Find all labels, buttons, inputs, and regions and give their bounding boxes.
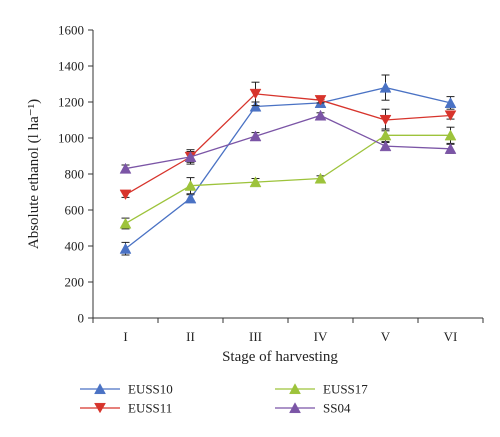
y-tick-label: 1200 xyxy=(58,95,84,110)
series-ss04 xyxy=(119,109,457,174)
legend-marker xyxy=(94,383,106,395)
series-euss17 xyxy=(119,126,457,230)
x-tick-label: III xyxy=(249,329,262,344)
series-euss11 xyxy=(119,81,457,201)
data-point xyxy=(119,217,132,229)
legend-label: EUSS11 xyxy=(128,401,172,416)
data-point xyxy=(249,176,262,188)
x-axis-title: Stage of harvesting xyxy=(222,349,338,365)
data-point xyxy=(444,110,457,121)
legend-label: EUSS17 xyxy=(323,382,368,397)
y-tick-label: 400 xyxy=(65,239,85,254)
y-tick-label: 1000 xyxy=(58,131,84,146)
y-axis-title: Absolute ethanol (l ha⁻¹) xyxy=(26,99,42,249)
data-point xyxy=(314,95,327,106)
data-point xyxy=(379,129,392,141)
legend-item: SS04 xyxy=(275,401,351,416)
legend: EUSS10 EUSS11 EUSS17 SS04 xyxy=(80,382,368,416)
y-tick-label: 200 xyxy=(65,275,85,290)
legend-marker xyxy=(289,402,301,414)
series-euss10 xyxy=(119,74,457,256)
series-line xyxy=(125,86,451,250)
legend-marker xyxy=(94,402,106,414)
y-axis-ticks: 0 200 400 600 800 1000 1200 1400 1600 xyxy=(58,23,93,326)
series-layer xyxy=(119,74,457,256)
data-point xyxy=(379,114,392,126)
y-tick-label: 600 xyxy=(65,203,85,218)
legend-item: EUSS10 xyxy=(80,382,173,397)
series-line xyxy=(125,93,451,196)
data-point xyxy=(184,179,197,191)
series-line xyxy=(125,134,451,225)
data-point xyxy=(444,97,457,108)
data-point xyxy=(249,88,262,100)
y-tick-label: 1600 xyxy=(58,23,84,38)
x-tick-label: VI xyxy=(444,329,458,344)
data-point xyxy=(444,142,457,154)
data-point xyxy=(379,81,392,93)
data-point xyxy=(119,242,132,254)
x-tick-label: II xyxy=(186,329,195,344)
legend-label: EUSS10 xyxy=(128,382,173,397)
data-point xyxy=(444,129,457,141)
y-tick-label: 800 xyxy=(65,167,85,182)
y-tick-label: 0 xyxy=(78,311,85,326)
data-point xyxy=(314,172,327,184)
legend-item: EUSS11 xyxy=(80,401,172,416)
data-point xyxy=(119,189,132,201)
x-tick-label: V xyxy=(381,329,391,344)
series-line xyxy=(125,114,451,170)
x-tick-label: I xyxy=(123,329,127,344)
legend-item: EUSS17 xyxy=(275,382,368,397)
data-point xyxy=(379,140,392,152)
data-point xyxy=(249,130,262,142)
data-point xyxy=(119,162,132,174)
data-point xyxy=(184,192,197,204)
legend-marker xyxy=(289,383,301,395)
data-point xyxy=(249,100,262,112)
data-point xyxy=(314,109,327,121)
legend-label: SS04 xyxy=(323,401,351,416)
data-point xyxy=(184,151,197,162)
y-tick-label: 1400 xyxy=(58,59,84,74)
x-axis-ticks: I II III IV V VI xyxy=(92,318,484,344)
x-tick-label: IV xyxy=(314,329,328,344)
